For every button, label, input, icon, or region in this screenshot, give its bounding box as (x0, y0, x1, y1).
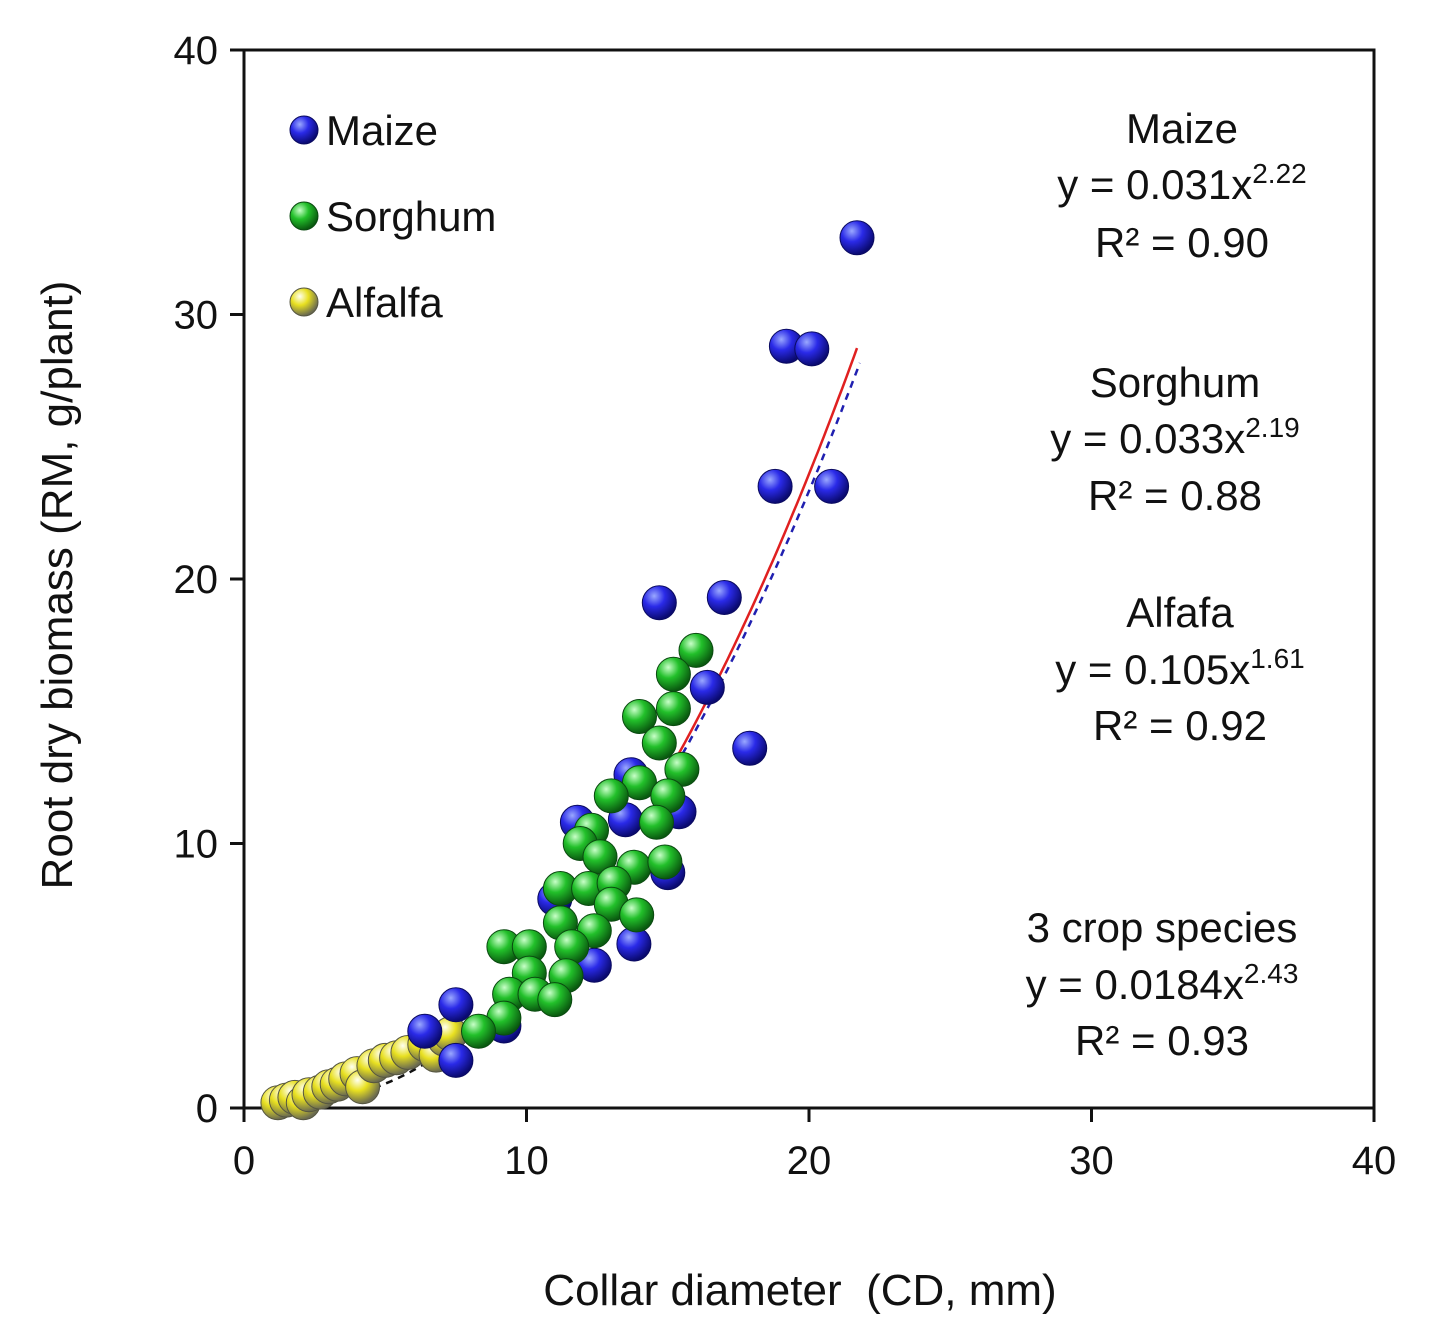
point-maize (689, 669, 725, 705)
annotation-title: 3 crop species (1027, 904, 1298, 951)
x-tick-label: 30 (1069, 1139, 1114, 1183)
point-maize (706, 580, 742, 615)
annotation-sorghum: Sorghum y = 0.033x2.19 R² = 0.88 (1050, 359, 1299, 519)
data-points (260, 220, 875, 1121)
x-tick-label: 20 (787, 1139, 832, 1183)
annotation-equation: y = 0.031x2.22 (1057, 158, 1306, 208)
point-maize (732, 730, 768, 766)
equation-base: y = 0.0184x (1026, 961, 1244, 1008)
point-sorghum (678, 632, 714, 668)
point-maize (407, 1013, 443, 1049)
annotation-title: Alfafa (1126, 589, 1234, 636)
equation-base: y = 0.031x (1057, 161, 1252, 208)
point-sorghum (647, 844, 683, 880)
point-maize (438, 1042, 474, 1078)
equation-exponent: 2.19 (1245, 412, 1300, 443)
y-axis-title: Root dry biomass (RM, g/plant) (33, 281, 82, 890)
equation-exponent: 2.22 (1252, 158, 1307, 189)
annotation-alfalfa: Alfafa y = 0.105x1.61 R² = 0.92 (1055, 589, 1304, 749)
legend-label-sorghum: Sorghum (326, 193, 496, 240)
x-axis-title: Collar diameter (CD, mm) (543, 1266, 1056, 1315)
y-tick-label: 40 (174, 29, 219, 73)
annotation-r2: R² = 0.90 (1095, 219, 1269, 266)
legend-label-alfalfa: Alfalfa (326, 279, 443, 326)
point-sorghum (641, 725, 677, 761)
fit-line-sorghum (675, 362, 862, 766)
point-maize (794, 331, 830, 367)
point-sorghum (593, 778, 629, 814)
point-sorghum (622, 699, 657, 734)
point-sorghum (655, 691, 691, 727)
legend-item-maize: Maize (289, 107, 438, 154)
x-tick-label: 40 (1352, 1139, 1397, 1183)
legend: Maize Sorghum Alfalfa (289, 107, 496, 326)
equation-base: y = 0.033x (1050, 415, 1245, 462)
point-sorghum (619, 897, 655, 933)
y-axis: 0 10 20 30 40 (174, 29, 244, 1131)
y-tick-label: 10 (174, 823, 219, 867)
equation-exponent: 1.61 (1250, 643, 1305, 674)
annotation-equation: y = 0.105x1.61 (1055, 643, 1304, 693)
point-maize (438, 987, 474, 1023)
annotation-equation: y = 0.033x2.19 (1050, 412, 1299, 462)
annotation-r2: R² = 0.92 (1093, 702, 1267, 749)
equation-exponent: 2.43 (1244, 958, 1299, 989)
legend-item-alfalfa: Alfalfa (289, 279, 443, 326)
annotation-combined: 3 crop species y = 0.0184x2.43 R² = 0.93 (1026, 904, 1299, 1064)
legend-item-sorghum: Sorghum (289, 193, 496, 240)
x-axis: 0 10 20 30 40 (233, 1108, 1396, 1183)
x-tick-label: 10 (504, 1139, 549, 1183)
legend-marker-sorghum (289, 201, 319, 231)
point-maize (839, 220, 875, 256)
annotation-r2: R² = 0.88 (1088, 472, 1262, 519)
legend-marker-alfalfa (289, 287, 319, 317)
annotation-maize: Maize y = 0.031x2.22 R² = 0.90 (1057, 105, 1306, 266)
point-sorghum (655, 656, 691, 692)
x-tick-label: 0 (233, 1139, 255, 1183)
equation-base: y = 0.105x (1055, 646, 1250, 693)
point-sorghum (461, 1013, 496, 1049)
y-tick-label: 20 (174, 558, 219, 602)
annotation-title: Maize (1126, 105, 1238, 152)
point-maize (641, 585, 677, 621)
y-tick-label: 0 (196, 1087, 218, 1131)
legend-marker-maize (289, 115, 319, 145)
legend-label-maize: Maize (326, 107, 438, 154)
annotation-r2: R² = 0.93 (1075, 1017, 1249, 1064)
annotation-title: Sorghum (1090, 359, 1260, 406)
point-sorghum (537, 982, 573, 1018)
y-tick-label: 30 (174, 294, 219, 338)
point-sorghum (639, 804, 674, 840)
point-maize (757, 468, 793, 504)
point-sorghum (554, 929, 590, 965)
point-maize (814, 468, 850, 504)
annotation-equation: y = 0.0184x2.43 (1026, 958, 1299, 1008)
